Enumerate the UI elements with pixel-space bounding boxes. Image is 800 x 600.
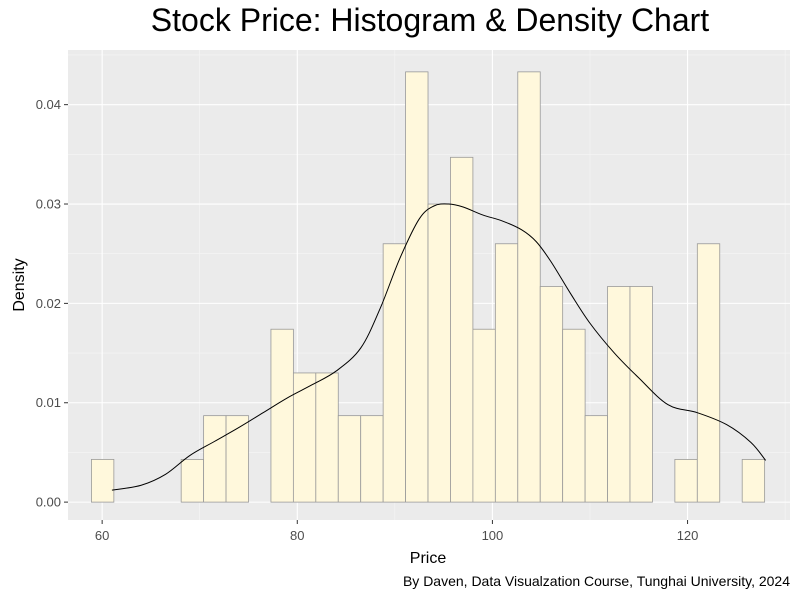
y-tick-label: 0.04 [36,97,61,112]
y-tick-label: 0.02 [36,296,61,311]
y-tick-label: 0.01 [36,395,61,410]
histogram-bar [607,286,631,503]
histogram-bar [472,328,496,503]
histogram-bar [91,458,115,503]
x-tick-label: 80 [290,528,304,543]
histogram-bar [382,243,406,503]
density-curve [111,203,766,491]
histogram-bar [315,372,339,503]
histogram-bar [494,243,519,503]
chart-title: Stock Price: Histogram & Density Chart [150,2,710,38]
histogram-bar [696,243,721,503]
x-tick-label: 100 [482,528,504,543]
histogram-bar [337,415,362,503]
histogram-bar [629,286,653,503]
histogram-bar [517,71,541,503]
chart-caption: By Daven, Data Visualzation Course, Tung… [402,573,790,589]
histogram-bar [225,415,249,503]
histogram-bar [203,415,227,503]
x-tick-label: 60 [95,528,109,543]
histogram-bar [674,458,698,503]
histogram-bar [360,415,384,503]
histogram-bar [405,71,429,503]
histogram-bar [539,286,564,503]
y-axis-ticks: 0.00 0.01 0.02 0.03 0.04 [36,97,68,510]
y-axis-label: Density [11,258,28,311]
histogram-bar [584,415,608,503]
y-tick-label: 0.03 [36,197,61,212]
histogram-bar [270,328,294,503]
x-tick-label: 120 [677,528,699,543]
histogram-bar [741,458,766,503]
histogram-bar [562,328,586,503]
x-axis-ticks: 60 80 100 120 [95,520,698,543]
histogram-bars [91,71,766,503]
x-axis-label: Price [410,550,447,567]
histogram-bar [427,203,451,503]
y-tick-label: 0.00 [36,495,61,510]
histogram-bar [180,458,205,503]
